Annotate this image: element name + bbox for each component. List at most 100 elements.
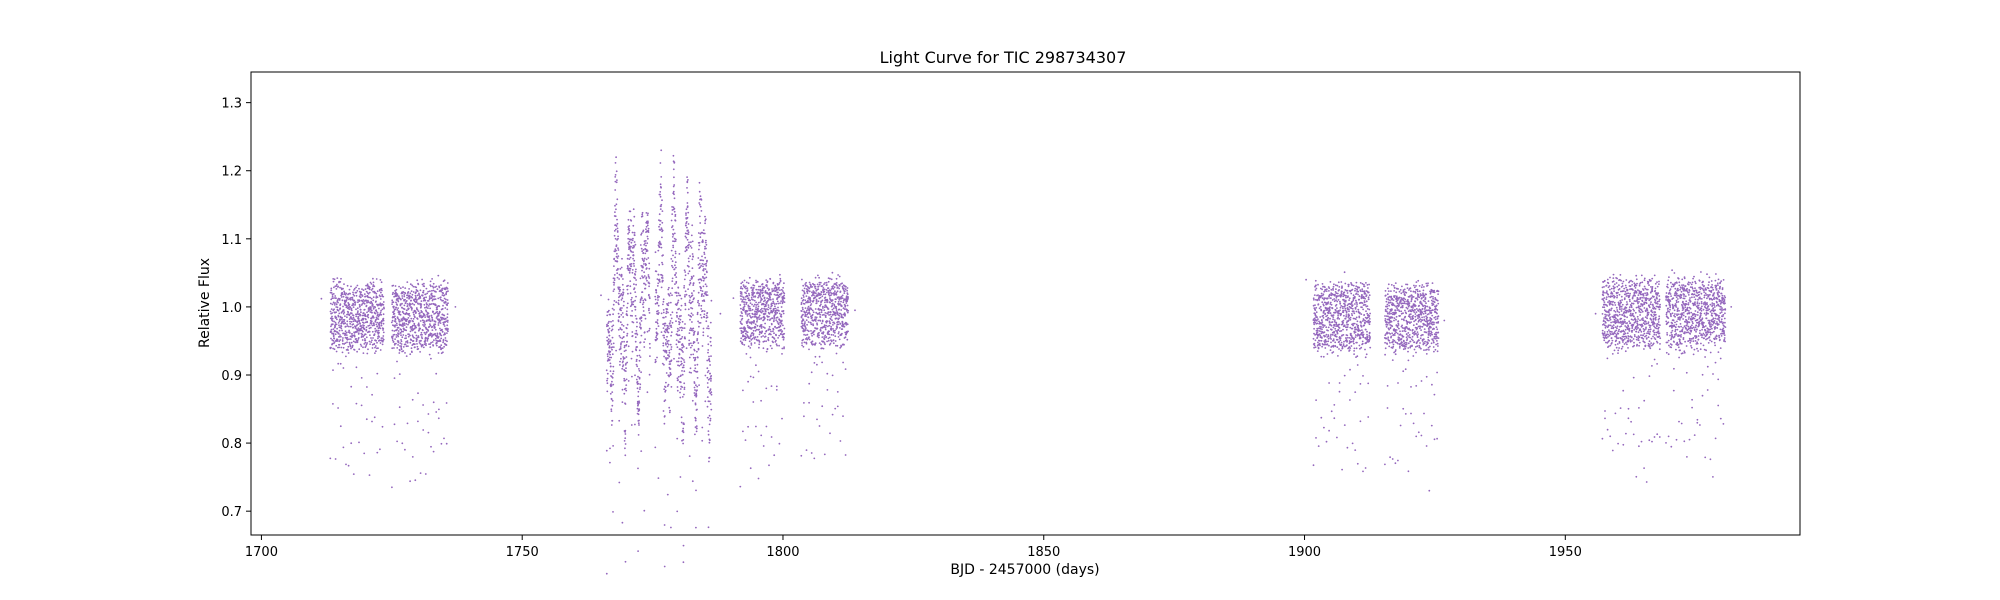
data-point <box>749 467 752 470</box>
data-point <box>641 269 643 272</box>
data-point <box>363 324 365 327</box>
data-point <box>697 342 700 344</box>
data-point <box>820 293 822 296</box>
data-point <box>434 326 436 329</box>
data-point <box>829 313 832 316</box>
data-point <box>374 345 377 347</box>
data-point <box>419 327 422 330</box>
data-point <box>656 322 659 325</box>
data-point <box>756 319 759 321</box>
data-point <box>612 445 614 447</box>
data-point <box>639 301 642 304</box>
data-point <box>1334 309 1337 312</box>
data-point <box>703 310 706 312</box>
data-point <box>330 337 332 340</box>
data-point <box>772 298 774 300</box>
data-point <box>333 278 336 281</box>
data-point <box>352 323 355 325</box>
data-point <box>623 346 626 349</box>
data-point <box>1333 331 1335 334</box>
data-point <box>802 298 805 301</box>
data-point <box>709 419 712 422</box>
data-point <box>841 332 843 335</box>
data-point <box>422 329 424 332</box>
data-point <box>407 307 410 310</box>
data-point <box>412 340 415 342</box>
data-point <box>339 281 342 283</box>
data-point <box>1325 290 1328 292</box>
data-point <box>1325 333 1328 336</box>
data-point <box>820 303 822 306</box>
data-point <box>807 321 810 323</box>
data-point <box>822 293 825 296</box>
data-point <box>350 442 353 445</box>
data-point <box>391 347 394 350</box>
data-point <box>345 325 347 328</box>
data-point <box>617 312 620 315</box>
data-point <box>776 320 779 323</box>
data-point <box>400 343 403 345</box>
data-point <box>820 322 823 325</box>
data-point <box>824 282 826 284</box>
data-point <box>803 290 805 293</box>
data-point <box>676 346 679 349</box>
data-point <box>408 333 410 336</box>
data-point <box>821 336 824 338</box>
data-point <box>689 255 691 257</box>
data-point <box>370 337 372 339</box>
data-point <box>636 387 639 390</box>
data-point <box>700 308 703 310</box>
data-point <box>642 301 645 304</box>
data-point <box>818 334 820 337</box>
data-point <box>352 316 355 319</box>
data-point <box>360 311 362 314</box>
data-point <box>753 342 756 344</box>
data-point <box>349 322 352 325</box>
data-point <box>400 328 403 331</box>
data-point <box>709 372 711 375</box>
data-point <box>406 294 409 296</box>
data-point <box>611 328 614 331</box>
data-point <box>615 349 617 352</box>
data-point <box>745 292 748 295</box>
data-point <box>835 293 838 296</box>
data-point <box>638 359 641 362</box>
data-point <box>707 327 710 330</box>
data-point <box>634 277 636 280</box>
data-point <box>655 291 658 294</box>
data-point <box>823 324 826 327</box>
data-point <box>332 347 334 350</box>
data-point <box>621 401 624 403</box>
data-point <box>673 184 676 186</box>
data-point <box>802 345 805 348</box>
data-point <box>1337 310 1340 313</box>
data-point <box>807 330 810 333</box>
data-point <box>445 298 447 301</box>
data-point <box>667 343 670 346</box>
data-point <box>612 365 615 368</box>
data-point <box>624 387 627 390</box>
data-point <box>645 228 647 231</box>
data-point <box>819 296 822 299</box>
data-point <box>343 320 345 323</box>
data-point <box>692 329 694 332</box>
data-point <box>1317 294 1319 296</box>
data-point <box>630 250 633 253</box>
data-point <box>397 341 400 344</box>
data-point <box>1338 348 1340 350</box>
data-point <box>1338 340 1341 343</box>
data-point <box>408 295 411 297</box>
data-point <box>809 321 812 324</box>
data-point <box>331 320 334 322</box>
data-point <box>414 316 416 319</box>
data-point <box>398 373 401 375</box>
data-point <box>778 442 781 445</box>
data-point <box>839 322 842 325</box>
data-point <box>641 303 644 306</box>
data-point <box>619 360 621 363</box>
data-point <box>702 279 705 282</box>
data-point <box>1329 335 1332 337</box>
data-point <box>1341 286 1343 289</box>
data-point <box>399 342 402 344</box>
data-point <box>630 424 633 426</box>
